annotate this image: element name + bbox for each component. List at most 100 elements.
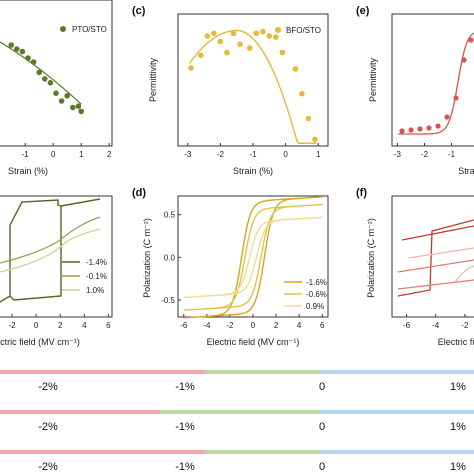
panel-a-xtick-label: 1: [79, 150, 84, 159]
panel-a-data-point: [47, 80, 54, 86]
panel-f-xlabel: Electric field: [438, 337, 474, 347]
panel-d-xtick-label: 4: [297, 321, 302, 330]
panel-e-data-point: [426, 125, 432, 131]
panel-a-legend-label: PTO/STO: [72, 25, 107, 34]
panel-d-xtick-label: 6: [320, 321, 325, 330]
panel-e-label: (e): [356, 5, 370, 17]
panel-a-data-point: [78, 108, 84, 115]
strain-bar-label: -1%: [175, 381, 195, 393]
panel-a-data-point: [42, 76, 48, 82]
panel-a-data-point: [8, 42, 14, 48]
panel-c-data-point: [204, 33, 211, 39]
panel-d-legend-label: -0.6%: [306, 290, 327, 299]
panel-f-loop-2: [397, 259, 474, 290]
panel-e-ylabel: Permittivity: [368, 58, 378, 103]
panel-d-ytick-label: -0.5: [161, 296, 175, 305]
panel-c-data-point: [237, 41, 243, 48]
strain-bar-green-segment: [160, 410, 320, 414]
panel-b-xtick-label: 4: [82, 321, 87, 330]
strain-bar-label: 0: [319, 381, 325, 393]
panel-f-label: (f): [356, 187, 367, 199]
panel-a-data-point: [19, 48, 26, 55]
panel-a-data-point: [64, 93, 70, 99]
panel-b-legend-label: -1.4%: [86, 258, 107, 267]
panel-d-ytick-label: 0.5: [164, 211, 176, 220]
panel-a-legend-marker: [60, 26, 66, 32]
strain-bar-blue-segment: [320, 370, 474, 374]
panel-b-legend-label: 1.0%: [86, 286, 104, 295]
strain-bar-label: 0: [319, 461, 325, 473]
panel-a-data-point: [75, 103, 82, 109]
strain-bar-green-segment: [205, 370, 320, 374]
panel-d-loop-1: [183, 196, 323, 319]
panel-d-ytick-label: 0.0: [164, 253, 176, 262]
panel-d-xtick-label: 0: [251, 321, 256, 330]
strain-bar-red-segment: [0, 450, 205, 454]
panel-c-fit-line: [188, 29, 317, 144]
panel-f-loop-1: [397, 219, 474, 297]
panel-c-legend-marker: [275, 27, 281, 33]
panel-c-data-point: [211, 30, 217, 37]
panel-e-data-point: [417, 126, 423, 132]
panel-b-xtick-label: 6: [106, 321, 111, 330]
panel-e-xlabel: Strain: [458, 166, 474, 176]
panel-b-xtick-label: 2: [58, 321, 63, 330]
panel-f-ylabel: Polarization (C m⁻²): [366, 218, 376, 298]
panel-a-data-point: [36, 69, 42, 76]
panel-b-legend-label: -0.1%: [86, 272, 107, 281]
panel-b-frame: [0, 195, 113, 318]
panel-c-data-point: [230, 30, 237, 37]
panel-a-frame: [0, 0, 113, 147]
panel-c-data-point: [246, 45, 253, 51]
panel-b-xlabel: ctric field (MV cm⁻¹): [0, 337, 80, 347]
panel-d-xlabel: Electric field (MV cm⁻¹): [207, 337, 300, 347]
panel-a-data-point: [25, 55, 31, 61]
panel-c-data-point: [188, 65, 194, 71]
panel-e-data-point: [435, 123, 441, 129]
panel-e-xtick-label: -2: [421, 150, 429, 159]
panel-f-xtick-label: -2: [461, 321, 469, 330]
panel-d-ylabel: Polarization (C m⁻²): [142, 218, 152, 298]
panel-e-data-point: [444, 114, 450, 120]
panel-f-frame: [391, 195, 474, 318]
panel-a-data-point: [70, 104, 76, 111]
panel-e-xtick-label: -3: [394, 150, 402, 159]
panel-d-loop-2: [183, 203, 323, 311]
panel-c-label: (c): [132, 5, 146, 17]
panel-c-xtick-label: -3: [184, 150, 192, 159]
panel-b-loop-3: [0, 228, 101, 273]
strain-bar-green-segment: [205, 450, 320, 454]
panel-a-data-point: [13, 46, 20, 52]
panel-a-data-point: [30, 59, 37, 65]
strain-bar-red-segment: [0, 410, 160, 414]
panel-c-data-point: [299, 90, 305, 97]
panel-a-xlabel: Strain (%): [8, 166, 48, 176]
panel-e-data-point: [453, 95, 459, 101]
panel-c-data-point: [253, 30, 260, 37]
panel-a-data-point: [53, 90, 59, 96]
strain-bar-label: 0: [319, 421, 325, 433]
panel-e-xtick-label: -1: [448, 150, 456, 159]
strain-bar-label: -2%: [38, 461, 58, 473]
panel-d-xtick-label: 2: [274, 321, 279, 330]
strain-bar-blue-segment: [320, 410, 474, 414]
panel-c-data-point: [198, 52, 204, 59]
panel-c-ylabel: Permittivity: [148, 58, 158, 103]
strain-bar-label: -2%: [38, 421, 58, 433]
panel-c-data-point: [224, 49, 230, 56]
strain-bar-label: -1%: [175, 421, 195, 433]
panel-e-frame: [391, 13, 474, 147]
strain-bar-red-segment: [0, 370, 205, 374]
panel-c-data-point: [259, 28, 266, 35]
panel-c-data-point: [305, 115, 312, 122]
panel-b-loop-1: [0, 198, 101, 303]
panel-b-loop-2: [0, 216, 101, 264]
strain-bar-blue-segment: [320, 450, 474, 454]
panel-c-xtick-label: 1: [316, 150, 321, 159]
panel-c-legend-label: BFO/STO: [286, 26, 321, 35]
panel-d-legend-label: -1.6%: [306, 278, 327, 287]
panel-d-xtick-label: -4: [203, 321, 211, 330]
panel-c-data-point: [292, 66, 299, 72]
panel-e-data-point: [408, 127, 414, 133]
